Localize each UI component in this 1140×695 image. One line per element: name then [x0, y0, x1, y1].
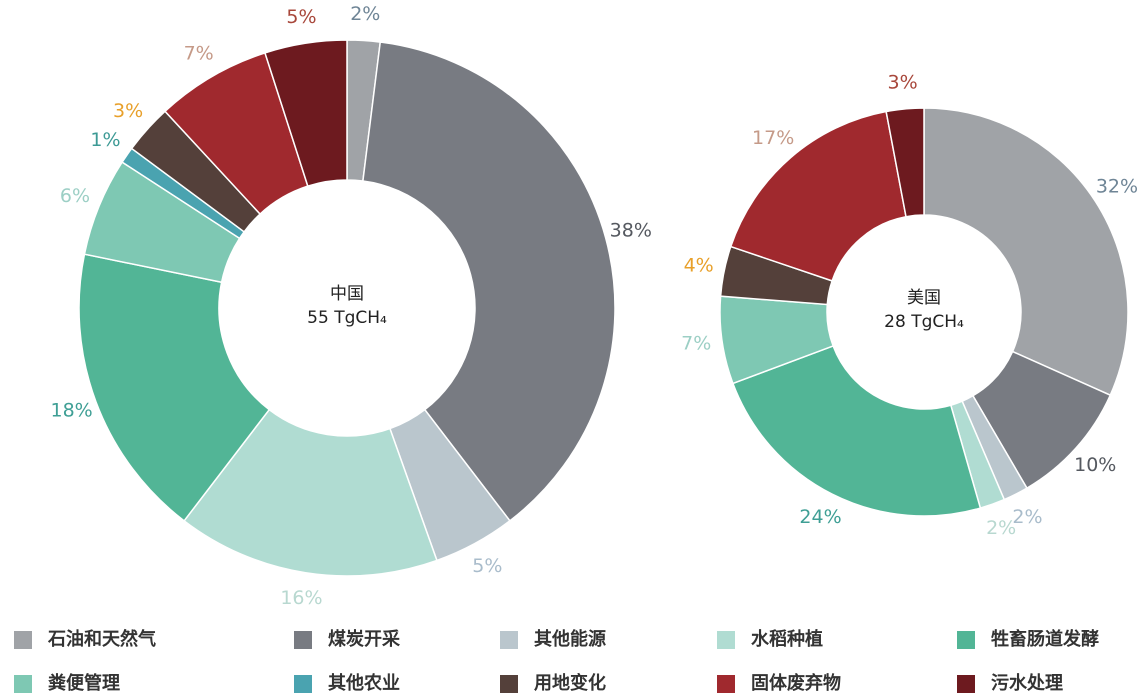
- value-label: 17%: [752, 127, 794, 149]
- value-label: 3%: [887, 72, 917, 94]
- legend-swatch: [294, 631, 312, 649]
- legend-swatch: [14, 631, 32, 649]
- value-label: 7%: [681, 333, 711, 355]
- value-label: 5%: [286, 6, 316, 28]
- legend-swatch: [294, 675, 312, 693]
- legend-swatch: [957, 675, 975, 693]
- value-label: 18%: [50, 399, 92, 421]
- legend-label: 牲畜肠道发酵: [991, 628, 1099, 650]
- value-label: 4%: [684, 254, 714, 276]
- value-label: 1%: [90, 129, 120, 151]
- legend-label: 其他农业: [328, 672, 400, 694]
- value-label: 5%: [472, 555, 502, 577]
- value-label: 2%: [350, 3, 380, 25]
- slice: [923, 107, 1129, 397]
- center-subtitle: 55 TgCH₄: [307, 308, 387, 328]
- value-label: 6%: [60, 185, 90, 207]
- value-label: 2%: [986, 517, 1016, 539]
- legend-swatch: [500, 675, 518, 693]
- value-label: 24%: [799, 506, 841, 528]
- legend-swatch: [957, 631, 975, 649]
- legend-label: 水稻种植: [751, 628, 823, 650]
- slice: [78, 253, 271, 522]
- value-label: 38%: [610, 220, 652, 242]
- legend-swatch: [717, 631, 735, 649]
- legend-label: 固体废弃物: [751, 672, 841, 694]
- value-label: 7%: [184, 43, 214, 65]
- value-label: 2%: [1012, 506, 1042, 528]
- slice: [731, 344, 982, 517]
- legend-label: 粪便管理: [48, 672, 120, 694]
- legend-swatch: [500, 631, 518, 649]
- legend-label: 用地变化: [534, 672, 606, 694]
- value-label: 32%: [1096, 175, 1138, 197]
- center-title: 美国: [907, 288, 941, 308]
- legend-label: 其他能源: [534, 628, 606, 650]
- slice: [729, 110, 907, 282]
- legend-label: 石油和天然气: [47, 628, 156, 650]
- center-title: 中国: [330, 284, 364, 304]
- slice: [183, 408, 438, 577]
- center-subtitle: 28 TgCH₄: [884, 312, 964, 332]
- value-label: 3%: [113, 100, 143, 122]
- slice: [885, 107, 925, 218]
- legend-swatch: [14, 675, 32, 693]
- legend-label: 煤炭开采: [328, 628, 401, 650]
- slice: [264, 39, 348, 188]
- value-label: 10%: [1074, 454, 1116, 476]
- legend-label: 污水处理: [991, 672, 1063, 694]
- value-label: 16%: [280, 587, 322, 609]
- slice: [362, 41, 616, 522]
- legend-swatch: [717, 675, 735, 693]
